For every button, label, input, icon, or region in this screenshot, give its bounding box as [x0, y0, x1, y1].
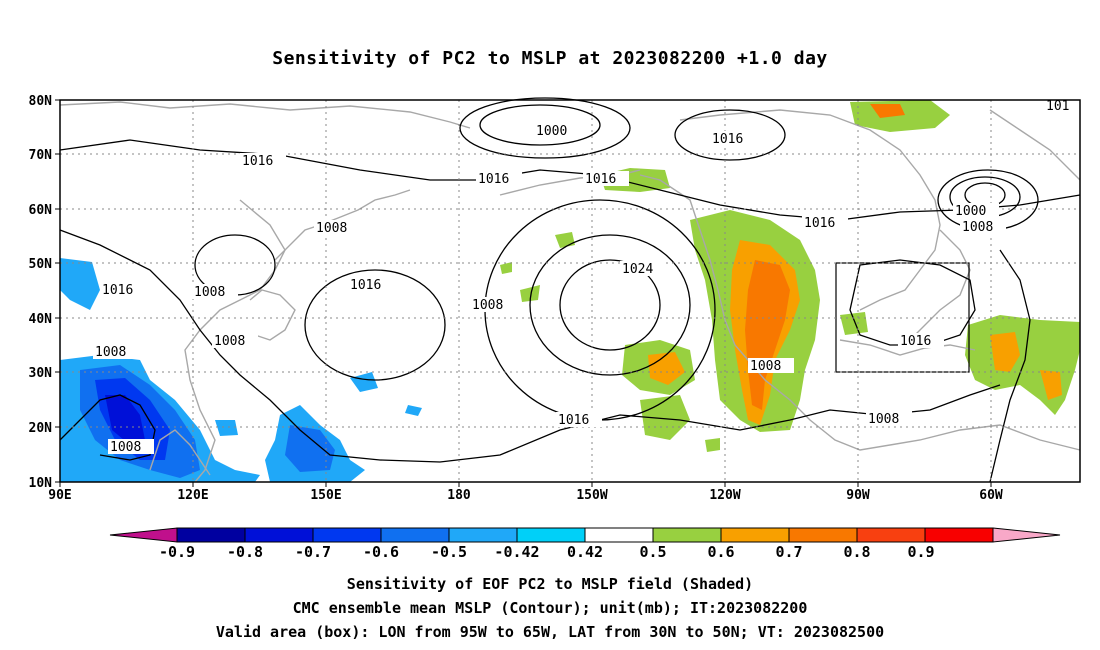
colorbar-label: -0.8 — [227, 543, 263, 561]
colorbar-segment — [788, 527, 858, 543]
contour-label: 1008 — [194, 285, 225, 300]
colorbar-labels: -0.9 -0.8 -0.7 -0.6 -0.5 -0.42 0.42 0.5 … — [159, 543, 935, 561]
colorbar-segment — [720, 527, 790, 543]
map-plot: 1000 1016 1016 1016 101 1016 1000 1008 1… — [59, 97, 1081, 483]
colorbar-label: -0.42 — [494, 543, 539, 561]
contour-label: 1008 — [110, 440, 141, 455]
contour-label: 1008 — [316, 221, 347, 236]
colorbar-label: 0.9 — [907, 543, 934, 561]
colorbar — [109, 527, 1061, 543]
page-title: Sensitivity of PC2 to MSLP at 2023082200… — [272, 48, 828, 69]
contour-label: 101 — [1046, 99, 1069, 114]
colorbar-end-left — [109, 527, 178, 543]
contour-label: 1016 — [102, 283, 133, 298]
lon-tick-label: 90E — [48, 488, 71, 503]
grid-lines — [60, 100, 1080, 482]
contour-label: 1016 — [478, 172, 509, 187]
colorbar-label: 0.6 — [707, 543, 734, 561]
contour-label: 1008 — [962, 220, 993, 235]
lon-tick-label: 150W — [576, 488, 607, 503]
lon-tick-label: 90W — [846, 488, 870, 503]
contour-label: 1016 — [558, 413, 589, 428]
lat-tick-label: 80N — [29, 94, 53, 109]
contour-labels: 1000 1016 1016 1016 101 1016 1000 1008 1… — [93, 98, 1080, 455]
contour-label: 1008 — [95, 345, 126, 360]
contour-label: 1016 — [712, 132, 743, 147]
colorbar-label: 0.8 — [843, 543, 870, 561]
contour-label: 1008 — [750, 359, 781, 374]
colorbar-segment — [244, 527, 314, 543]
colorbar-segment — [924, 527, 994, 543]
contour-label: 1016 — [585, 172, 616, 187]
colorbar-segment — [584, 527, 654, 543]
colorbar-label: 0.7 — [775, 543, 802, 561]
contour-label: 1016 — [242, 154, 273, 169]
caption-shading: Sensitivity of EOF PC2 to MSLP field (Sh… — [346, 575, 754, 593]
colorbar-segment — [380, 527, 450, 543]
longitude-axis: 90E 120E 150E 180 150W 120W 90W 60W — [48, 482, 1003, 503]
colorbar-segment — [448, 527, 518, 543]
colorbar-label: 0.42 — [567, 543, 603, 561]
caption-contour: CMC ensemble mean MSLP (Contour); unit(m… — [292, 599, 808, 617]
colorbar-label: -0.6 — [363, 543, 399, 561]
contour-label: 1008 — [868, 412, 899, 427]
colorbar-label: -0.7 — [295, 543, 331, 561]
lon-tick-label: 120E — [177, 488, 208, 503]
colorbar-label: -0.5 — [431, 543, 467, 561]
latitude-axis: 80N 70N 60N 50N 40N 30N 20N 10N — [29, 94, 60, 491]
coastlines — [59, 101, 1081, 483]
colorbar-label: -0.9 — [159, 543, 195, 561]
colorbar-segment — [652, 527, 722, 543]
map-frame — [59, 99, 1081, 483]
colorbar-segment — [312, 527, 382, 543]
lat-tick-label: 70N — [29, 148, 53, 163]
colorbar-label: 0.5 — [639, 543, 666, 561]
contour-label: 1008 — [214, 334, 245, 349]
caption-valid-area: Valid area (box): LON from 95W to 65W, L… — [215, 623, 885, 641]
contour-label: 1016 — [900, 334, 931, 349]
lon-tick-label: 180 — [447, 488, 471, 503]
lon-tick-label: 120W — [709, 488, 740, 503]
lat-tick-label: 20N — [29, 421, 53, 436]
colorbar-segment — [856, 527, 926, 543]
lat-tick-label: 40N — [29, 312, 53, 327]
colorbar-segment — [176, 527, 246, 543]
lon-tick-label: 150E — [310, 488, 341, 503]
colorbar-segment — [516, 527, 586, 543]
contour-label: 1024 — [622, 262, 653, 277]
lat-tick-label: 50N — [29, 257, 53, 272]
colorbar-end-right — [992, 527, 1061, 543]
lat-tick-label: 60N — [29, 203, 53, 218]
lat-tick-label: 10N — [29, 476, 53, 491]
contour-label: 1000 — [536, 124, 567, 139]
contour-label: 1016 — [804, 216, 835, 231]
lat-tick-label: 30N — [29, 366, 53, 381]
contour-label: 1000 — [955, 204, 986, 219]
contour-label: 1008 — [472, 298, 503, 313]
lon-tick-label: 60W — [979, 488, 1003, 503]
contour-label: 1016 — [350, 278, 381, 293]
